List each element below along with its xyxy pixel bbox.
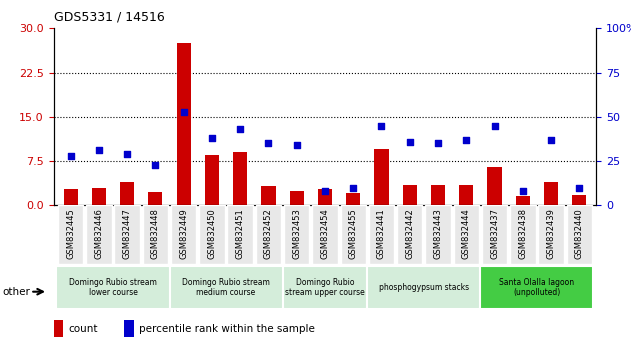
Bar <box>425 205 451 264</box>
Bar <box>284 205 309 264</box>
Point <box>320 188 330 194</box>
Bar <box>64 189 78 205</box>
Text: count: count <box>69 324 98 335</box>
Bar <box>86 205 112 264</box>
Point <box>348 185 358 190</box>
Point <box>263 141 273 146</box>
Point <box>574 185 584 190</box>
Point <box>66 153 76 159</box>
Point <box>94 148 104 153</box>
Bar <box>124 320 134 337</box>
Bar <box>283 266 367 309</box>
Bar <box>516 196 530 205</box>
Text: GSM832446: GSM832446 <box>95 208 103 259</box>
Point <box>518 188 528 194</box>
Bar <box>397 205 423 264</box>
Bar <box>482 205 507 264</box>
Bar <box>290 190 304 205</box>
Bar <box>459 185 473 205</box>
Text: Domingo Rubio stream
lower course: Domingo Rubio stream lower course <box>69 278 157 297</box>
Point <box>292 142 302 148</box>
Point <box>461 137 471 143</box>
Text: GSM832449: GSM832449 <box>179 208 188 259</box>
Point <box>235 126 245 132</box>
Point <box>404 139 415 144</box>
Bar <box>91 188 106 205</box>
Bar <box>177 43 191 205</box>
Text: GSM832448: GSM832448 <box>151 208 160 259</box>
Text: Domingo Rubio stream
medium course: Domingo Rubio stream medium course <box>182 278 270 297</box>
Text: GSM832439: GSM832439 <box>546 208 555 259</box>
Bar <box>120 182 134 205</box>
Text: Domingo Rubio
stream upper course: Domingo Rubio stream upper course <box>285 278 365 297</box>
Bar <box>233 152 247 205</box>
Text: GSM832443: GSM832443 <box>433 208 442 259</box>
Bar <box>261 187 276 205</box>
Text: GSM832440: GSM832440 <box>575 208 584 259</box>
Text: GSM832455: GSM832455 <box>349 208 358 259</box>
Bar <box>538 205 563 264</box>
Bar <box>318 189 332 205</box>
Bar <box>54 320 63 337</box>
Text: GSM832451: GSM832451 <box>235 208 245 259</box>
Text: GSM832450: GSM832450 <box>208 208 216 259</box>
Bar <box>58 205 83 264</box>
Text: Santa Olalla lagoon
(unpolluted): Santa Olalla lagoon (unpolluted) <box>499 278 574 297</box>
Bar <box>199 205 225 264</box>
Text: GSM832444: GSM832444 <box>462 208 471 259</box>
Text: GSM832445: GSM832445 <box>66 208 75 259</box>
Point <box>122 151 132 157</box>
Text: other: other <box>3 287 30 297</box>
Text: GSM832454: GSM832454 <box>321 208 329 259</box>
Text: GSM832452: GSM832452 <box>264 208 273 259</box>
Bar <box>56 266 170 309</box>
Text: GDS5331 / 14516: GDS5331 / 14516 <box>54 11 165 24</box>
Bar <box>205 155 219 205</box>
Bar <box>403 185 417 205</box>
Bar <box>341 205 366 264</box>
Bar <box>454 205 479 264</box>
Bar <box>227 205 253 264</box>
Text: phosphogypsum stacks: phosphogypsum stacks <box>379 283 469 292</box>
Text: GSM832441: GSM832441 <box>377 208 386 259</box>
Point <box>490 123 500 129</box>
Bar <box>171 205 196 264</box>
Text: GSM832453: GSM832453 <box>292 208 301 259</box>
Point <box>546 137 556 143</box>
Bar <box>256 205 281 264</box>
Bar <box>567 205 592 264</box>
Bar <box>544 182 558 205</box>
Text: percentile rank within the sample: percentile rank within the sample <box>139 324 316 335</box>
Text: GSM832437: GSM832437 <box>490 208 499 259</box>
Point <box>207 135 217 141</box>
Bar <box>148 192 162 205</box>
Bar <box>114 205 140 264</box>
Point <box>179 109 189 114</box>
Bar <box>480 266 594 309</box>
Point <box>377 123 387 129</box>
Bar <box>312 205 338 264</box>
Bar <box>431 185 445 205</box>
Text: GSM832447: GSM832447 <box>122 208 132 259</box>
Bar <box>367 266 480 309</box>
Text: GSM832442: GSM832442 <box>405 208 415 259</box>
Bar <box>374 149 389 205</box>
Bar <box>572 195 586 205</box>
Point <box>433 141 443 146</box>
Text: GSM832438: GSM832438 <box>518 208 528 259</box>
Point <box>150 162 160 167</box>
Bar <box>488 167 502 205</box>
Bar <box>369 205 394 264</box>
Bar <box>143 205 168 264</box>
Bar <box>170 266 283 309</box>
Bar <box>346 193 360 205</box>
Bar <box>510 205 536 264</box>
